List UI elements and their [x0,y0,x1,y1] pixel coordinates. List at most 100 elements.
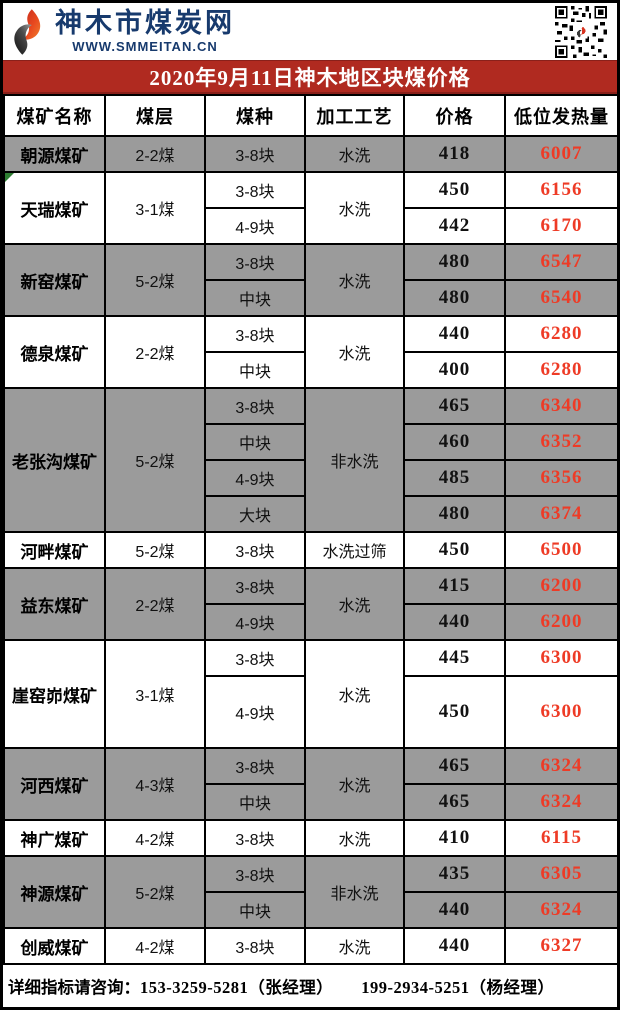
calorific-cell: 6200 [504,567,617,605]
contact-phone-1: 153-3259-5281（张经理） [140,978,334,997]
brand-name: 神木市煤炭网 [55,8,235,39]
column-header: 煤种 [204,94,306,137]
price-cell: 415 [403,567,506,605]
coal-type-cell: 3-8块 [204,819,306,857]
brand-website: WWW.SMMEITAN.CN [72,38,218,54]
calorific-cell: 6170 [504,207,617,245]
table-row: 益东煤矿 2-2煤 3-8块 水洗 415 6200 [3,567,617,641]
coal-type-cell: 3-8块 [204,855,306,893]
table-row: 中块 440 6324 [4,891,617,929]
price-cell: 400 [403,351,506,389]
table-row: 老张沟煤矿 5-2煤 3-8块 非水洗 465 6340 [3,387,617,533]
table-row: 中块 465 6324 [4,783,617,821]
coal-type-cell: 3-8块 [204,315,306,353]
table-row: 4-9块 450 6300 [4,675,617,749]
table-row: 新窑煤矿 5-2煤 3-8块 水洗 480 6547 [3,243,617,317]
mine-name-cell: 朝源煤矿 [3,135,106,173]
calorific-cell: 6007 [504,135,617,173]
calorific-cell: 6327 [504,927,617,965]
calorific-cell: 6305 [504,855,617,893]
calorific-cell: 6352 [504,423,617,461]
price-cell: 465 [403,747,506,785]
coal-type-cell: 中块 [204,279,306,317]
process-cell: 水洗 [304,567,405,641]
calorific-cell: 6300 [504,639,617,677]
table-row: 4-9块 442 6170 [4,207,617,245]
coal-type-cell: 3-8块 [204,135,306,173]
price-cell: 450 [403,531,506,569]
price-cell: 440 [403,891,506,929]
mine-name-cell: 崖窑峁煤矿 [3,639,106,749]
price-cell: 440 [403,315,506,353]
seam-cell: 4-2煤 [104,819,206,857]
seam-cell: 5-2煤 [104,387,206,533]
price-cell: 410 [403,819,506,857]
mine-name-cell: 神广煤矿 [3,819,106,857]
coal-type-cell: 3-8块 [204,639,306,677]
process-cell: 水洗 [304,819,405,857]
coal-type-cell: 3-8块 [204,567,306,605]
mine-name-cell: 老张沟煤矿 [3,387,106,533]
table-row: 4-9块 485 6356 [4,459,617,497]
brand-block: 神木市煤炭网 WWW.SMMEITAN.CN [3,7,235,57]
coal-type-cell: 中块 [204,783,306,821]
price-cell: 418 [403,135,506,173]
coal-type-cell: 4-9块 [204,459,306,497]
price-table-body: 朝源煤矿 2-2煤 3-8块 水洗 418 6007 天瑞煤矿 3-1煤 3-8块 水洗 450 61… [3,135,617,965]
calorific-cell: 6280 [504,315,617,353]
calorific-cell: 6115 [504,819,617,857]
process-cell: 非水洗 [304,855,405,929]
calorific-cell: 6540 [504,279,617,317]
table-row: 中块 400 6280 [4,351,617,389]
price-cell: 480 [403,279,506,317]
contact-footer: 详细指标请咨询： 153-3259-5281（张经理） 199-2934-525… [3,965,617,1007]
mine-name-cell: 河西煤矿 [3,747,106,821]
calorific-cell: 6374 [504,495,617,533]
price-cell: 450 [403,675,506,749]
seam-cell: 5-2煤 [104,855,206,929]
seam-cell: 2-2煤 [104,135,206,173]
price-cell: 435 [403,855,506,893]
table-row: 河畔煤矿 5-2煤 3-8块 水洗过筛 450 6500 [3,531,617,569]
price-cell: 442 [403,207,506,245]
contact-phone-2: 199-2934-5251（杨经理） [361,978,555,997]
coal-type-cell: 中块 [204,351,306,389]
process-cell: 非水洗 [304,387,405,533]
coal-type-cell: 中块 [204,891,306,929]
price-cell: 480 [403,495,506,533]
mine-name-cell: 益东煤矿 [3,567,106,641]
calorific-cell: 6324 [504,747,617,785]
table-row: 天瑞煤矿 3-1煤 3-8块 水洗 450 6156 [3,171,617,245]
coal-type-cell: 3-8块 [204,387,306,425]
price-cell: 465 [403,387,506,425]
seam-cell: 3-1煤 [104,639,206,749]
calorific-cell: 6280 [504,351,617,389]
coal-type-cell: 4-9块 [204,675,306,749]
seam-cell: 5-2煤 [104,531,206,569]
price-cell: 440 [403,603,506,641]
column-header: 加工工艺 [304,94,405,137]
coal-type-cell: 3-8块 [204,927,306,965]
masthead: 神木市煤炭网 WWW.SMMEITAN.CN [3,3,617,60]
calorific-cell: 6356 [504,459,617,497]
seam-cell: 4-3煤 [104,747,206,821]
table-row: 朝源煤矿 2-2煤 3-8块 水洗 418 6007 [3,135,617,173]
table-row: 河西煤矿 4-3煤 3-8块 水洗 465 6324 [3,747,617,821]
seam-cell: 3-1煤 [104,171,206,245]
price-table: 煤矿名称 煤层 煤种 加工工艺 价格 低位发热量 朝源煤矿 2-2煤 3-8块 水洗 418 600… [3,94,617,965]
table-row: 4-9块 440 6200 [4,603,617,641]
calorific-cell: 6324 [504,891,617,929]
price-cell: 440 [403,927,506,965]
mine-name-cell: 神源煤矿 [3,855,106,929]
price-cell: 465 [403,783,506,821]
calorific-cell: 6300 [504,675,617,749]
table-row: 神广煤矿 4-2煤 3-8块 水洗 410 6115 [3,819,617,857]
coal-type-cell: 3-8块 [204,531,306,569]
process-cell: 水洗 [304,927,405,965]
contact-label: 详细指标请咨询： [8,978,140,997]
coal-type-cell: 大块 [204,495,306,533]
table-row: 德泉煤矿 2-2煤 3-8块 水洗 440 6280 [3,315,617,389]
mine-name-cell: 天瑞煤矿 [3,171,106,245]
price-cell: 485 [403,459,506,497]
cell-note-marker-icon [6,174,14,182]
